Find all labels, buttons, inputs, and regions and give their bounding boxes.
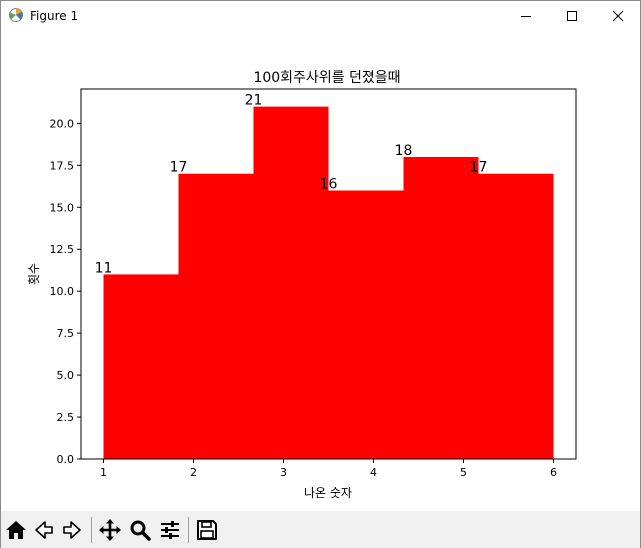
bar-count-label: 11 — [95, 260, 113, 276]
histogram-bar — [103, 274, 179, 459]
bar-count-label: 17 — [470, 160, 488, 176]
close-icon — [612, 10, 624, 22]
forward-button[interactable] — [60, 518, 84, 542]
y-tick-label: 20.0 — [50, 117, 75, 130]
histogram-chart: 100회주사위를 던졌을때 11 17 21 16 18 17 1 2 3 4 5 6 0.0 2.5… — [27, 70, 577, 500]
histogram-bar — [328, 190, 404, 459]
home-icon — [6, 521, 26, 539]
home-button[interactable] — [4, 518, 28, 542]
back-button[interactable] — [32, 518, 56, 542]
toolbar-separator — [91, 517, 92, 543]
configure-subplots-icon — [161, 521, 179, 539]
y-tick-label: 17.5 — [50, 159, 75, 172]
title-bar[interactable]: Figure 1 — [1, 1, 640, 31]
pan-move-icon — [99, 519, 121, 541]
zoom-magnifier-icon — [130, 520, 151, 541]
histogram-bar — [478, 173, 554, 460]
minimize-icon — [521, 16, 531, 17]
configure-subplots-button[interactable] — [158, 518, 182, 542]
x-axis-label: 나온 숫자 — [304, 486, 352, 500]
bar-count-label: 16 — [320, 177, 338, 193]
y-tick-label: 5.0 — [57, 369, 75, 382]
histogram-bar — [253, 106, 329, 460]
app-icon — [8, 7, 24, 23]
x-tick-label: 3 — [280, 466, 287, 479]
back-arrow-icon — [35, 521, 53, 539]
y-tick-label: 0.0 — [57, 453, 75, 466]
save-floppy-icon — [197, 520, 217, 540]
axes-frame — [80, 88, 577, 460]
minimize-button[interactable] — [503, 1, 549, 31]
y-axis-label: 횟수 — [27, 263, 41, 285]
chart-title: 100회주사위를 던졌을때 — [253, 70, 400, 86]
y-tick-label: 7.5 — [57, 327, 75, 340]
window-title: Figure 1 — [30, 9, 79, 23]
bar-count-label: 17 — [170, 160, 188, 176]
x-tick-label: 4 — [370, 466, 377, 479]
save-button[interactable] — [195, 518, 219, 542]
bar-count-label: 18 — [395, 143, 413, 159]
histogram-bar — [178, 173, 254, 460]
x-tick-label: 6 — [550, 466, 557, 479]
maximize-button[interactable] — [549, 1, 595, 31]
bar-count-label: 21 — [245, 93, 263, 109]
x-tick-label: 5 — [460, 466, 467, 479]
y-tick-label: 2.5 — [57, 411, 75, 424]
figure-canvas[interactable]: 100회주사위를 던졌을때 11 17 21 16 18 17 1 2 3 4 5 6 0.0 2.5… — [1, 31, 640, 511]
toolbar-separator — [188, 517, 189, 543]
y-tick-label: 10.0 — [50, 285, 75, 298]
y-tick-label: 12.5 — [50, 243, 75, 256]
pan-button[interactable] — [98, 518, 122, 542]
zoom-button[interactable] — [128, 518, 152, 542]
histogram-bar — [403, 156, 479, 459]
x-tick-label: 2 — [190, 466, 197, 479]
close-button[interactable] — [595, 1, 641, 31]
y-tick-label: 15.0 — [50, 201, 75, 214]
maximize-icon — [567, 11, 577, 21]
forward-arrow-icon — [63, 521, 81, 539]
navigation-toolbar — [1, 511, 640, 548]
x-tick-label: 1 — [100, 466, 107, 479]
